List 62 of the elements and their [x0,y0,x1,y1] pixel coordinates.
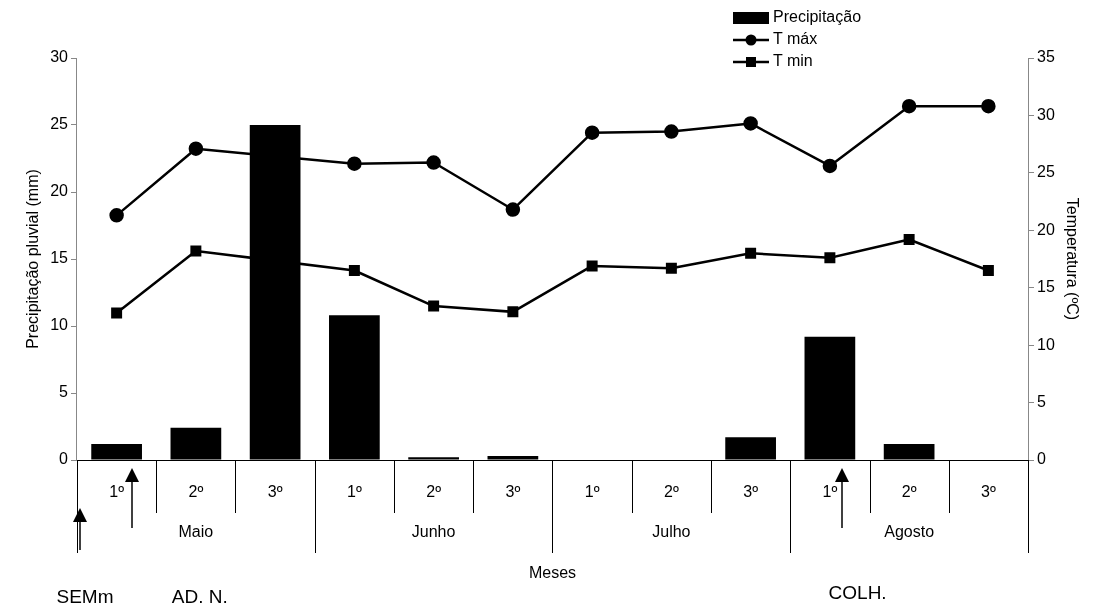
x-tick-label: 3º [743,483,759,501]
text: Agosto [884,523,935,541]
y-tick-label: 10 [50,316,69,334]
point [982,264,994,276]
y-tick-label: 30 [50,48,69,66]
x-tick-label: 2º [664,483,679,501]
point [664,124,679,139]
text: SEMm [56,586,114,608]
y-tick-label: 5 [59,383,69,401]
y2-tick-label: 10 [1037,335,1055,353]
x-tick-label: 2º [901,483,917,501]
point [428,300,440,312]
y2-tick-label: 20 [1037,220,1055,238]
point [665,262,677,274]
y2-tick-label: 25 [1037,163,1055,181]
x-tick-label: 3º [267,483,283,501]
y2-tick-label: 35 [1037,48,1055,66]
x-tick-label: 3º [981,483,996,501]
x-tick-label: 1º [584,483,600,501]
y2-tick-label: 30 [1037,105,1055,123]
point [584,125,600,140]
point [505,202,521,217]
point [348,264,360,276]
text: AD. N. [171,586,228,608]
legend-label: T min [773,52,813,70]
y-tick-label: 15 [50,249,69,267]
point [347,156,362,171]
point [903,233,915,245]
point [111,307,123,319]
x-tick-label: 1º [347,483,362,501]
point [745,247,757,259]
x-tick-label: 2º [188,483,204,501]
point [743,116,758,131]
point [188,141,204,156]
text: Julho [652,523,691,541]
text: Maio [178,523,214,541]
legend-label: T máx [773,30,818,48]
y-tick-label: 20 [50,182,69,200]
y2-axis-title: Temperatura (ºC) [1063,197,1081,321]
y2-tick-label: 15 [1037,278,1055,296]
point [901,98,917,114]
text: Junho [411,523,456,541]
point [190,245,202,257]
point [981,98,996,114]
x-tick-label: 3º [505,483,521,501]
point [109,208,124,223]
y-axis-title: Precipitação pluvial (mm) [24,169,42,349]
point [822,158,838,174]
x-tick-label: 1º [822,483,838,501]
point [507,306,519,318]
point [824,252,836,264]
y-tick-label: 0 [59,450,69,468]
x-axis-title: Meses [528,564,577,582]
point [426,155,441,170]
point [586,260,598,272]
y-tick-label: 25 [50,115,69,133]
x-tick-label: 2º [426,483,442,501]
legend-label: Precipitação [773,8,862,26]
text: COLH. [828,582,887,604]
y2-tick-label: 0 [1037,450,1046,468]
x-tick-label: 1º [109,483,125,501]
y2-tick-label: 5 [1037,392,1046,410]
